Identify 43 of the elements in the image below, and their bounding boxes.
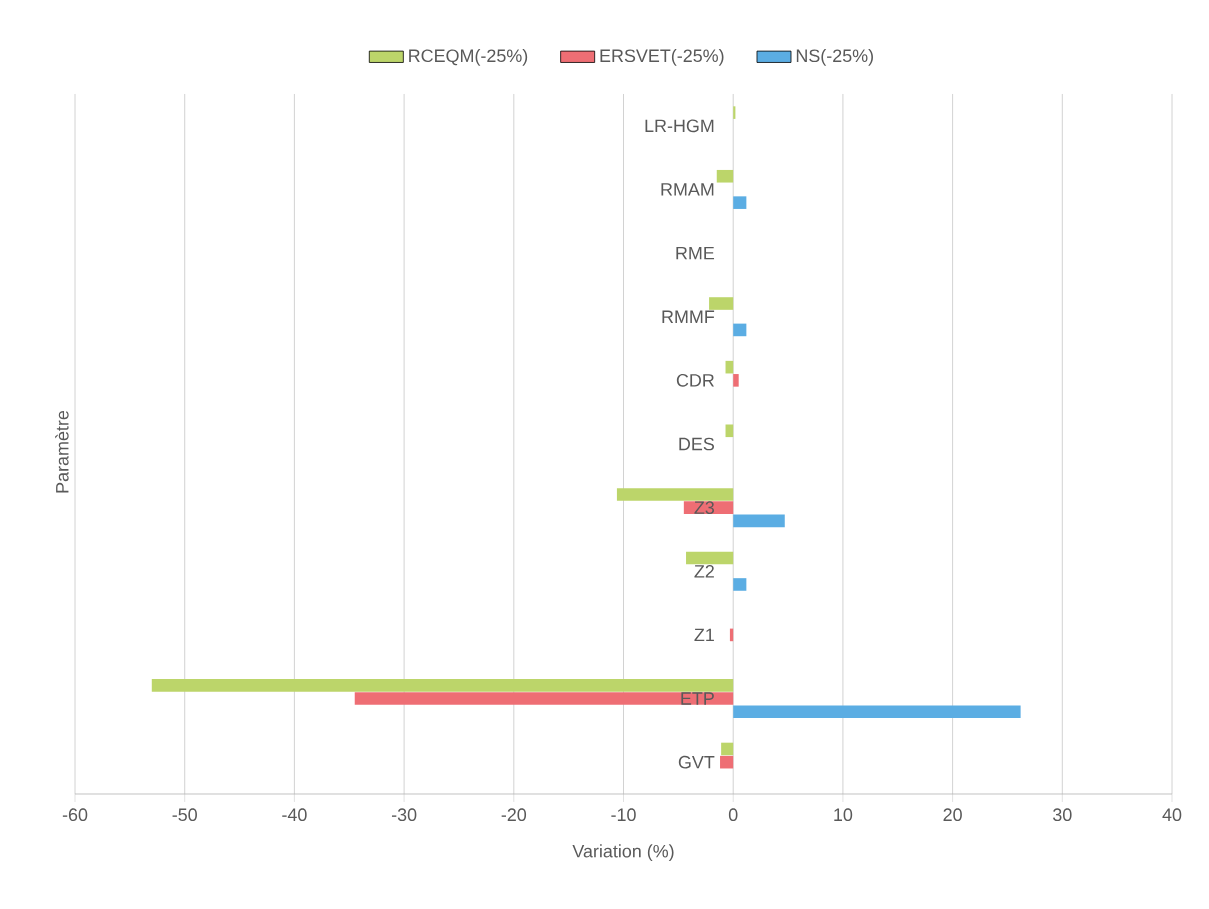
x-tick-label: 0 xyxy=(728,808,738,822)
y-tick-label: Z3 xyxy=(694,501,715,514)
y-tick-label: Z1 xyxy=(694,628,714,642)
x-tick-label: -40 xyxy=(282,808,307,822)
y-tick-label: ETP xyxy=(681,692,714,705)
y-tick-label: GVT xyxy=(678,755,715,769)
y-tick-label: Z2 xyxy=(694,565,714,578)
x-tick-label: 10 xyxy=(834,808,853,822)
bar xyxy=(354,692,734,705)
x-tick-label: -30 xyxy=(391,808,417,822)
x-tick-label: 20 xyxy=(943,808,962,822)
bar xyxy=(733,514,785,528)
legend-label: RCEQM(-25%) xyxy=(409,48,528,66)
bar xyxy=(733,106,736,119)
bar xyxy=(720,755,734,769)
bar xyxy=(733,374,739,387)
x-tick-label: -20 xyxy=(501,808,527,822)
y-tick-label: RMAM xyxy=(661,183,714,196)
bar xyxy=(733,323,747,337)
bar xyxy=(733,578,747,591)
y-tick-label: RMMF xyxy=(662,310,715,323)
bar xyxy=(686,551,734,565)
y-tick-label: CDR xyxy=(676,374,714,387)
bar xyxy=(616,488,734,501)
bar xyxy=(716,169,734,183)
y-tick-label: LR-HGM xyxy=(645,119,714,133)
y-tick-label: DES xyxy=(679,437,714,451)
x-tick-label: -50 xyxy=(172,808,197,822)
x-tick-label: 40 xyxy=(1162,808,1182,822)
x-tick-label: 30 xyxy=(1053,808,1072,822)
x-tick-label: -10 xyxy=(611,808,636,822)
bar xyxy=(721,742,734,756)
bar xyxy=(725,424,734,438)
legend-label: ERSVET(-25%) xyxy=(600,48,724,66)
x-axis-title: Variation (%) xyxy=(572,844,674,862)
bar xyxy=(151,679,734,692)
x-tick-label: -60 xyxy=(62,808,88,822)
legend-label: NS(-25%) xyxy=(796,48,873,66)
bar xyxy=(733,705,1021,719)
y-axis-title: Paramètre xyxy=(55,410,69,493)
y-tick-label: RME xyxy=(676,246,715,260)
bar xyxy=(709,297,734,310)
bar xyxy=(733,196,747,209)
